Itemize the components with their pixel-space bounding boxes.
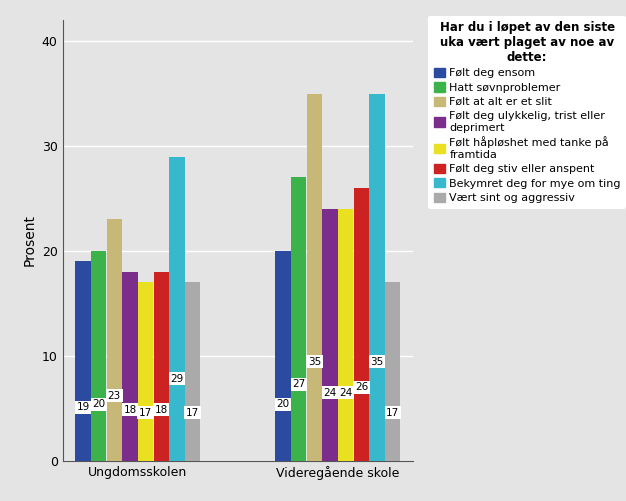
Text: 20: 20 [92,399,105,409]
Y-axis label: Prosent: Prosent [23,214,36,267]
Bar [153,272,169,461]
Text: 26: 26 [355,382,368,392]
Bar [122,272,138,461]
Text: 19: 19 [76,402,90,412]
Text: 35: 35 [371,357,384,367]
Bar [354,188,369,461]
Text: 20: 20 [277,399,290,409]
Text: 27: 27 [292,379,305,389]
Bar [322,209,338,461]
Text: 24: 24 [339,388,352,398]
Bar [291,177,307,461]
Bar [385,283,401,461]
Text: 18: 18 [123,405,136,415]
Text: 17: 17 [139,408,152,418]
Bar [169,156,185,461]
Bar [275,251,291,461]
Text: 18: 18 [155,405,168,415]
Bar [185,283,200,461]
Bar [338,209,354,461]
Text: 17: 17 [186,408,199,418]
Text: 24: 24 [324,388,337,398]
Bar [91,251,106,461]
Bar [106,219,122,461]
Text: 23: 23 [108,391,121,401]
Text: 17: 17 [386,408,399,418]
Bar [138,283,153,461]
Text: 29: 29 [170,374,183,384]
Text: 35: 35 [308,357,321,367]
Bar [75,262,91,461]
Bar [307,94,322,461]
Bar [369,94,385,461]
Legend: Følt deg ensom, Hatt søvnproblemer, Følt at alt er et slit, Følt deg ulykkelig, : Følt deg ensom, Hatt søvnproblemer, Følt… [428,16,626,208]
